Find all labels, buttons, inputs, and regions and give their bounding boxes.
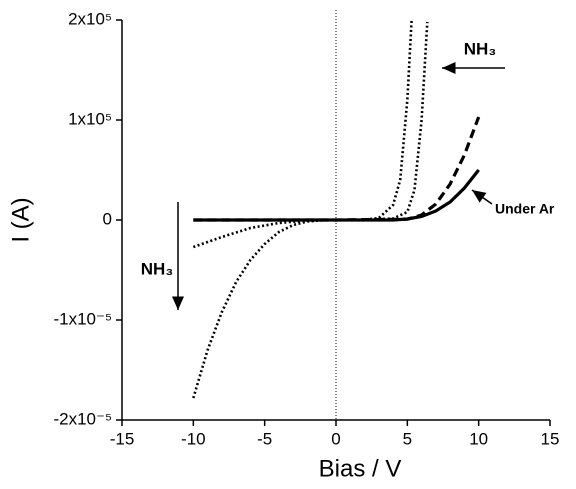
x-tick-label: 10 <box>469 429 488 448</box>
line-series <box>192 21 429 249</box>
annotation: NH₃ <box>464 39 496 58</box>
x-tick-label: -10 <box>181 429 206 448</box>
y-tick-label: 1x10⁵ <box>68 109 112 128</box>
annotation: Under Ar <box>495 201 555 217</box>
x-axis-label: Bias / V <box>319 455 402 482</box>
y-tick-label: -1x10⁻⁵ <box>53 309 112 328</box>
line-series <box>192 19 413 399</box>
annotation: NH₃ <box>141 259 173 278</box>
y-tick-label: -2x10⁻⁵ <box>53 409 112 428</box>
line-series <box>193 169 480 222</box>
arrow <box>471 189 493 205</box>
x-tick-label: 15 <box>541 429 560 448</box>
x-tick-label: -5 <box>257 429 272 448</box>
x-tick-label: 0 <box>331 429 340 448</box>
y-axis-label: I (A) <box>7 197 34 242</box>
y-tick-label: 2x10⁵ <box>68 9 112 28</box>
x-tick-label: -15 <box>110 429 135 448</box>
line-series <box>193 116 481 222</box>
x-tick-label: 5 <box>403 429 412 448</box>
y-tick-label: 0 <box>103 209 112 228</box>
